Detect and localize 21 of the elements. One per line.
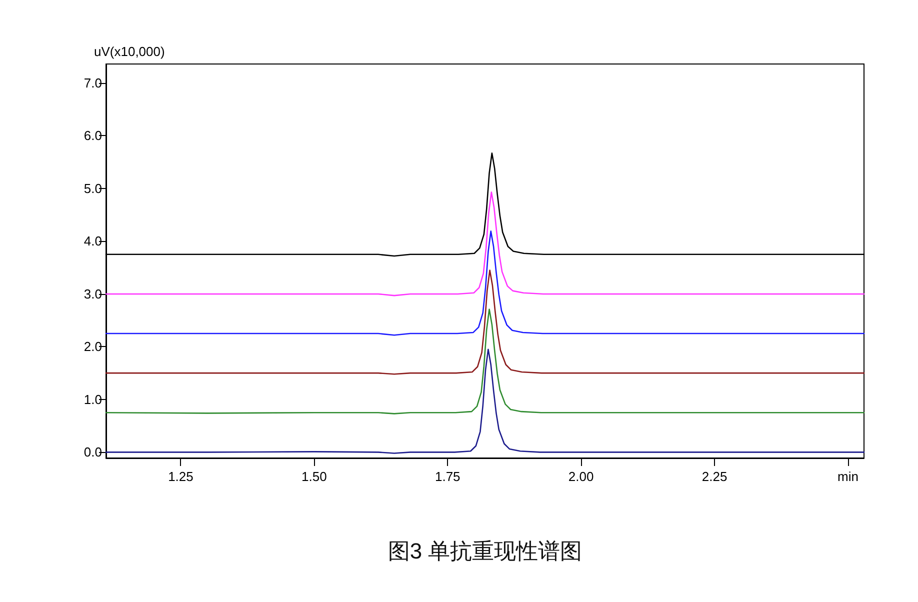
line-series — [105, 348, 865, 454]
y-tick-label: 4.0 — [84, 234, 102, 249]
x-tick-label: min — [838, 469, 858, 484]
x-tick-label: 2.25 — [702, 469, 728, 484]
y-tick-label: 5.0 — [84, 180, 102, 196]
x-tick-label: 1.25 — [168, 469, 194, 484]
y-tick-label: 0.0 — [84, 444, 102, 460]
line-series — [105, 230, 865, 336]
x-tick-label: 2.00 — [568, 469, 594, 484]
y-tick-label: 6.0 — [84, 128, 102, 144]
x-tick-label: 1.50 — [302, 469, 327, 484]
line-series — [105, 192, 865, 296]
y-tick-label: 7.0 — [84, 75, 102, 90]
y-axis-title: uV(x10,000) — [94, 44, 165, 59]
text: 图3 单抗重现性谱图 — [388, 538, 582, 564]
y-tick-label: 3.0 — [84, 286, 102, 302]
y-tick-label: 2.0 — [84, 339, 102, 354]
line-series — [105, 308, 865, 414]
x-tick-label: 1.75 — [434, 469, 460, 484]
line-series — [105, 270, 865, 375]
y-tick-label: 1.0 — [84, 392, 102, 407]
